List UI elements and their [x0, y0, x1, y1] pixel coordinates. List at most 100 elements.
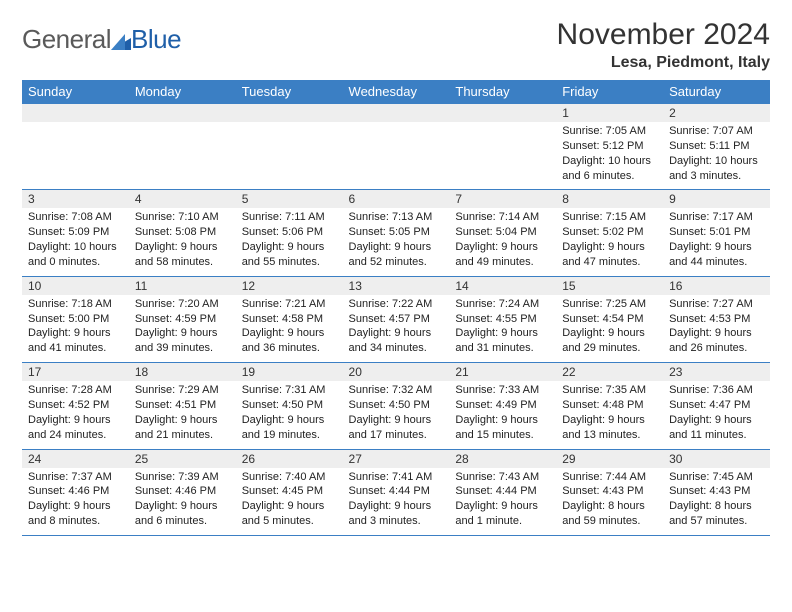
day-number-cell: 13 [343, 276, 450, 295]
sunset-text: Sunset: 5:02 PM [562, 225, 657, 240]
day-number-cell: 17 [22, 363, 129, 382]
daylight-text: Daylight: 9 hours and 49 minutes. [455, 240, 550, 270]
day-cell: Sunrise: 7:33 AMSunset: 4:49 PMDaylight:… [449, 381, 556, 449]
daylight-text: Daylight: 9 hours and 26 minutes. [669, 326, 764, 356]
header: General Blue November 2024 Lesa, Piedmon… [22, 18, 770, 72]
sunset-text: Sunset: 5:04 PM [455, 225, 550, 240]
day-number-cell: 14 [449, 276, 556, 295]
day-number-cell: 1 [556, 104, 663, 123]
sunset-text: Sunset: 4:52 PM [28, 398, 123, 413]
sunset-text: Sunset: 4:43 PM [669, 484, 764, 499]
sunset-text: Sunset: 4:44 PM [349, 484, 444, 499]
day-number-cell: 27 [343, 449, 450, 468]
daylight-text: Daylight: 10 hours and 6 minutes. [562, 154, 657, 184]
daylight-text: Daylight: 9 hours and 55 minutes. [242, 240, 337, 270]
sunrise-text: Sunrise: 7:37 AM [28, 470, 123, 485]
sunset-text: Sunset: 4:46 PM [28, 484, 123, 499]
sunrise-text: Sunrise: 7:45 AM [669, 470, 764, 485]
week-daynum-row: 24252627282930 [22, 449, 770, 468]
daylight-text: Daylight: 9 hours and 1 minute. [455, 499, 550, 529]
day-cell: Sunrise: 7:07 AMSunset: 5:11 PMDaylight:… [663, 122, 770, 190]
day-cell [449, 122, 556, 190]
daylight-text: Daylight: 9 hours and 41 minutes. [28, 326, 123, 356]
sunrise-text: Sunrise: 7:10 AM [135, 210, 230, 225]
day-cell: Sunrise: 7:39 AMSunset: 4:46 PMDaylight:… [129, 468, 236, 536]
weekday-header: Saturday [663, 80, 770, 104]
sunrise-text: Sunrise: 7:25 AM [562, 297, 657, 312]
day-cell: Sunrise: 7:14 AMSunset: 5:04 PMDaylight:… [449, 208, 556, 276]
daylight-text: Daylight: 10 hours and 0 minutes. [28, 240, 123, 270]
day-number-cell [129, 104, 236, 123]
day-number-cell: 19 [236, 363, 343, 382]
sunrise-text: Sunrise: 7:20 AM [135, 297, 230, 312]
logo-triangle-icon [111, 32, 131, 50]
daylight-text: Daylight: 9 hours and 15 minutes. [455, 413, 550, 443]
daylight-text: Daylight: 9 hours and 3 minutes. [349, 499, 444, 529]
daylight-text: Daylight: 9 hours and 39 minutes. [135, 326, 230, 356]
sunrise-text: Sunrise: 7:40 AM [242, 470, 337, 485]
daylight-text: Daylight: 9 hours and 31 minutes. [455, 326, 550, 356]
day-cell: Sunrise: 7:29 AMSunset: 4:51 PMDaylight:… [129, 381, 236, 449]
sunrise-text: Sunrise: 7:14 AM [455, 210, 550, 225]
daylight-text: Daylight: 9 hours and 29 minutes. [562, 326, 657, 356]
sunrise-text: Sunrise: 7:15 AM [562, 210, 657, 225]
sunset-text: Sunset: 4:48 PM [562, 398, 657, 413]
daylight-text: Daylight: 9 hours and 21 minutes. [135, 413, 230, 443]
day-number-cell [22, 104, 129, 123]
day-number-cell: 18 [129, 363, 236, 382]
sunset-text: Sunset: 4:51 PM [135, 398, 230, 413]
sunset-text: Sunset: 5:11 PM [669, 139, 764, 154]
sunset-text: Sunset: 5:06 PM [242, 225, 337, 240]
daylight-text: Daylight: 8 hours and 59 minutes. [562, 499, 657, 529]
sunset-text: Sunset: 4:55 PM [455, 312, 550, 327]
weekday-header: Thursday [449, 80, 556, 104]
sunrise-text: Sunrise: 7:44 AM [562, 470, 657, 485]
sunrise-text: Sunrise: 7:13 AM [349, 210, 444, 225]
day-cell: Sunrise: 7:32 AMSunset: 4:50 PMDaylight:… [343, 381, 450, 449]
daylight-text: Daylight: 9 hours and 5 minutes. [242, 499, 337, 529]
sunrise-text: Sunrise: 7:08 AM [28, 210, 123, 225]
day-cell: Sunrise: 7:36 AMSunset: 4:47 PMDaylight:… [663, 381, 770, 449]
sunrise-text: Sunrise: 7:43 AM [455, 470, 550, 485]
day-cell: Sunrise: 7:43 AMSunset: 4:44 PMDaylight:… [449, 468, 556, 536]
daylight-text: Daylight: 10 hours and 3 minutes. [669, 154, 764, 184]
sunrise-text: Sunrise: 7:39 AM [135, 470, 230, 485]
daylight-text: Daylight: 9 hours and 34 minutes. [349, 326, 444, 356]
weekday-header: Wednesday [343, 80, 450, 104]
day-number-cell [343, 104, 450, 123]
day-cell: Sunrise: 7:08 AMSunset: 5:09 PMDaylight:… [22, 208, 129, 276]
sunrise-text: Sunrise: 7:11 AM [242, 210, 337, 225]
day-cell: Sunrise: 7:18 AMSunset: 5:00 PMDaylight:… [22, 295, 129, 363]
week-body-row: Sunrise: 7:05 AMSunset: 5:12 PMDaylight:… [22, 122, 770, 190]
brand-text-blue: Blue [131, 24, 181, 54]
sunset-text: Sunset: 4:46 PM [135, 484, 230, 499]
day-number-cell: 29 [556, 449, 663, 468]
brand-text: General [22, 24, 131, 55]
day-cell: Sunrise: 7:21 AMSunset: 4:58 PMDaylight:… [236, 295, 343, 363]
daylight-text: Daylight: 9 hours and 24 minutes. [28, 413, 123, 443]
calendar-table: Sunday Monday Tuesday Wednesday Thursday… [22, 80, 770, 536]
sunrise-text: Sunrise: 7:33 AM [455, 383, 550, 398]
day-cell: Sunrise: 7:45 AMSunset: 4:43 PMDaylight:… [663, 468, 770, 536]
day-cell [22, 122, 129, 190]
daylight-text: Daylight: 9 hours and 8 minutes. [28, 499, 123, 529]
brand-logo: General Blue [22, 18, 181, 55]
sunset-text: Sunset: 5:05 PM [349, 225, 444, 240]
day-number-cell: 25 [129, 449, 236, 468]
sunset-text: Sunset: 4:57 PM [349, 312, 444, 327]
calendar-page: General Blue November 2024 Lesa, Piedmon… [0, 0, 792, 612]
day-number-cell [236, 104, 343, 123]
daylight-text: Daylight: 8 hours and 57 minutes. [669, 499, 764, 529]
week-daynum-row: 3456789 [22, 190, 770, 209]
day-cell: Sunrise: 7:37 AMSunset: 4:46 PMDaylight:… [22, 468, 129, 536]
day-number-cell: 22 [556, 363, 663, 382]
sunset-text: Sunset: 4:58 PM [242, 312, 337, 327]
sunset-text: Sunset: 5:08 PM [135, 225, 230, 240]
day-number-cell: 8 [556, 190, 663, 209]
week-body-row: Sunrise: 7:28 AMSunset: 4:52 PMDaylight:… [22, 381, 770, 449]
sunset-text: Sunset: 4:59 PM [135, 312, 230, 327]
sunrise-text: Sunrise: 7:41 AM [349, 470, 444, 485]
day-number-cell: 15 [556, 276, 663, 295]
location: Lesa, Piedmont, Italy [557, 54, 770, 72]
sunrise-text: Sunrise: 7:21 AM [242, 297, 337, 312]
